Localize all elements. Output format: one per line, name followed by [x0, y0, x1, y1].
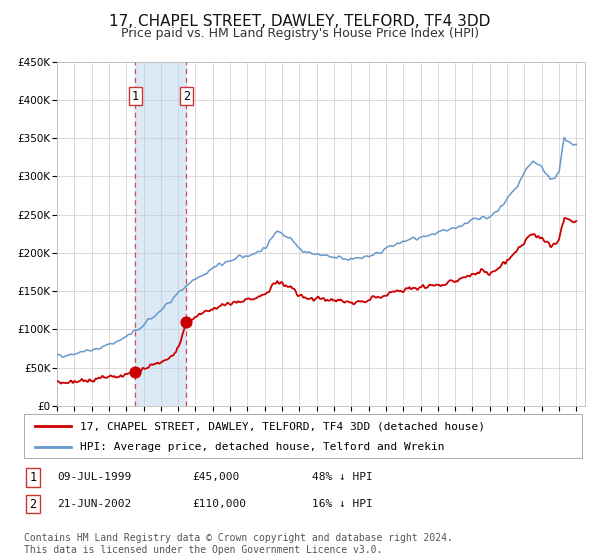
Text: Price paid vs. HM Land Registry's House Price Index (HPI): Price paid vs. HM Land Registry's House …	[121, 27, 479, 40]
Text: 21-JUN-2002: 21-JUN-2002	[57, 499, 131, 509]
Point	[130, 367, 140, 376]
Text: 1: 1	[131, 90, 139, 102]
Text: 48% ↓ HPI: 48% ↓ HPI	[312, 472, 373, 482]
Bar	[135, 62, 187, 406]
Text: 17, CHAPEL STREET, DAWLEY, TELFORD, TF4 3DD: 17, CHAPEL STREET, DAWLEY, TELFORD, TF4 …	[109, 14, 491, 29]
Text: 2: 2	[29, 497, 37, 511]
Text: £110,000: £110,000	[192, 499, 246, 509]
Text: 1: 1	[29, 470, 37, 484]
Text: 16% ↓ HPI: 16% ↓ HPI	[312, 499, 373, 509]
Text: £45,000: £45,000	[192, 472, 239, 482]
Point	[182, 318, 191, 326]
Text: 17, CHAPEL STREET, DAWLEY, TELFORD, TF4 3DD (detached house): 17, CHAPEL STREET, DAWLEY, TELFORD, TF4 …	[80, 422, 485, 431]
Text: Contains HM Land Registry data © Crown copyright and database right 2024.
This d: Contains HM Land Registry data © Crown c…	[24, 533, 453, 555]
Text: 09-JUL-1999: 09-JUL-1999	[57, 472, 131, 482]
Text: 2: 2	[183, 90, 190, 102]
Text: HPI: Average price, detached house, Telford and Wrekin: HPI: Average price, detached house, Telf…	[80, 442, 444, 452]
